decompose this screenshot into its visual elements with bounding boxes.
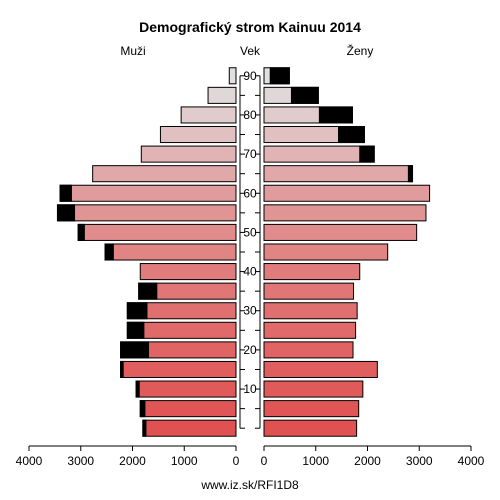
age-label: 70 xyxy=(243,147,257,161)
male-excess-25-29 xyxy=(126,321,145,339)
male-excess-35-39 xyxy=(138,282,158,300)
male-excess-5-9 xyxy=(139,400,146,418)
female-excess-85-89 xyxy=(290,86,319,104)
center-label: Vek xyxy=(240,44,261,58)
x-tick-label-female: 1000 xyxy=(302,454,329,468)
female-bar-35-39 xyxy=(263,282,355,300)
x-tick-label-male: 4000 xyxy=(16,454,43,468)
male-bar-40-44 xyxy=(139,263,237,281)
female-excess-80-84 xyxy=(318,106,353,124)
male-excess-10-14 xyxy=(135,380,140,398)
chart-title: Demografický strom Kainuu 2014 xyxy=(139,19,361,35)
x-tick-label-male: 1000 xyxy=(171,454,198,468)
female-bar-40-44 xyxy=(263,263,361,281)
x-tick-label-female: 4000 xyxy=(458,454,485,468)
female-excess-90+ xyxy=(269,67,290,85)
female-bar-65-69 xyxy=(263,165,414,183)
female-excess-65-69 xyxy=(407,165,414,183)
age-label: 60 xyxy=(243,186,257,200)
age-label: 50 xyxy=(243,225,257,239)
age-label: 90 xyxy=(243,69,257,83)
male-bar-85-89 xyxy=(207,86,237,104)
male-bar-55-59 xyxy=(56,204,237,222)
x-tick-label-male: 3000 xyxy=(67,454,94,468)
male-excess-0-4 xyxy=(142,419,147,437)
female-bar-70-74 xyxy=(263,145,375,163)
male-bar-75-79 xyxy=(159,125,237,144)
male-bar-60-64 xyxy=(59,184,237,202)
age-label: 40 xyxy=(243,265,257,279)
female-bar-25-29 xyxy=(263,321,357,339)
male-bar-45-49 xyxy=(104,243,237,261)
male-bar-15-19 xyxy=(120,360,237,379)
x-tick-label-female: 3000 xyxy=(406,454,433,468)
female-bar-0-4 xyxy=(263,419,358,437)
female-bar-30-34 xyxy=(263,302,358,320)
male-excess-50-54 xyxy=(77,223,85,241)
age-label: 30 xyxy=(243,304,257,318)
male-bar-0-4 xyxy=(142,419,237,437)
male-bar-70-74 xyxy=(140,145,237,163)
axes: 10 20 30 40 50 60 70 80 90 4000 3000 2000 1000 0 0 1000… xyxy=(16,69,485,468)
footer-url: www.iz.sk/RFI1D8 xyxy=(200,478,299,492)
x-tick-label-male: 0 xyxy=(233,454,240,468)
x-tick-label-male: 2000 xyxy=(119,454,146,468)
age-label: 80 xyxy=(243,108,257,122)
female-bar-60-64 xyxy=(263,184,431,202)
female-bar-20-24 xyxy=(263,341,354,359)
female-bar-10-14 xyxy=(263,380,364,398)
male-excess-60-64 xyxy=(59,184,72,202)
male-excess-20-24 xyxy=(120,341,150,359)
male-bar-10-14 xyxy=(135,380,237,398)
left-label: Muži xyxy=(120,44,145,58)
female-bar-55-59 xyxy=(263,204,427,222)
female-bars xyxy=(263,67,431,437)
age-label: 20 xyxy=(243,343,257,357)
male-bar-50-54 xyxy=(77,223,237,241)
male-excess-15-19 xyxy=(120,360,124,379)
male-bar-80-84 xyxy=(180,106,237,124)
male-bars xyxy=(56,67,237,437)
female-excess-70-74 xyxy=(359,145,375,163)
male-bar-90+ xyxy=(228,67,237,85)
female-bar-15-19 xyxy=(263,360,378,379)
female-excess-75-79 xyxy=(338,125,365,144)
x-tick-label-female: 2000 xyxy=(354,454,381,468)
male-bar-65-69 xyxy=(92,165,237,183)
female-bar-5-9 xyxy=(263,400,360,418)
male-excess-45-49 xyxy=(104,243,114,261)
female-bar-45-49 xyxy=(263,243,389,261)
x-tick-label-female: 0 xyxy=(261,454,268,468)
female-bar-50-54 xyxy=(263,223,418,241)
male-bar-5-9 xyxy=(139,400,237,418)
right-label: Ženy xyxy=(347,43,374,58)
male-excess-55-59 xyxy=(56,204,76,222)
age-label: 10 xyxy=(243,382,257,396)
male-excess-30-34 xyxy=(126,302,148,320)
